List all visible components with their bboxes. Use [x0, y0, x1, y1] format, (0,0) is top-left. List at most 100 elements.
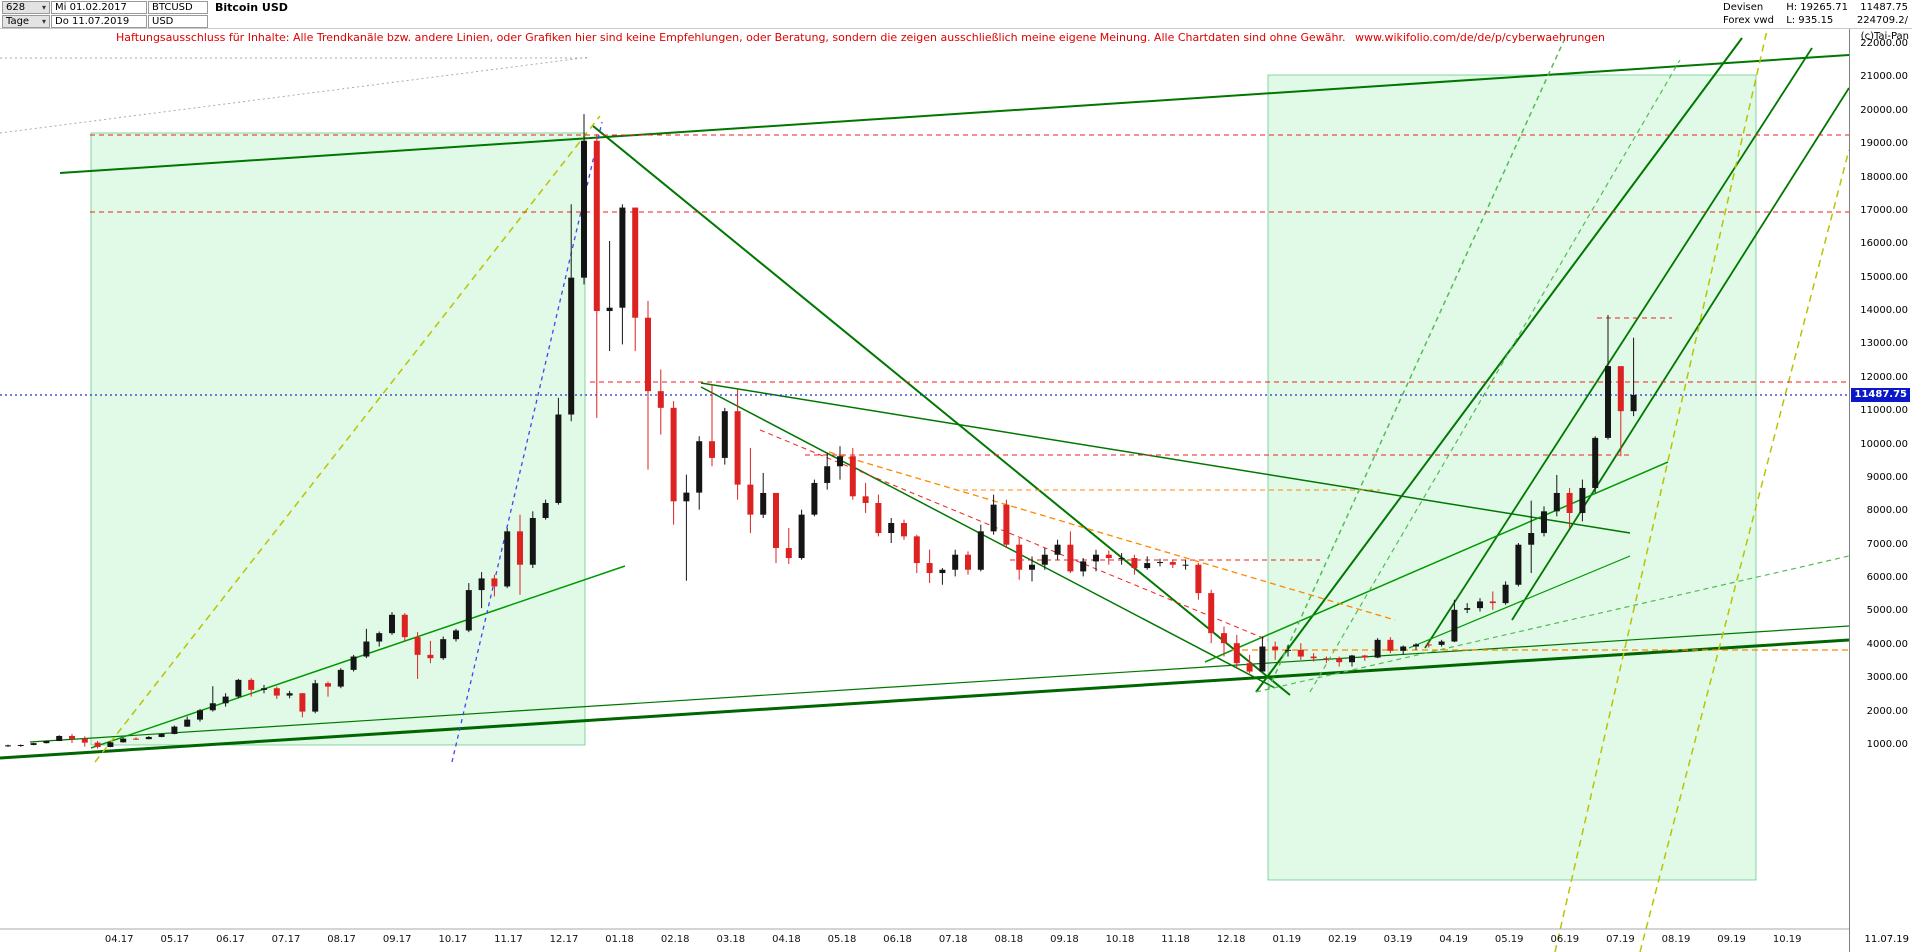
candle-body	[1310, 656, 1317, 659]
start-date-field[interactable]: Mi 01.02.2017	[51, 1, 147, 14]
candle-body	[465, 590, 472, 631]
trendline-rally2019-support	[1204, 461, 1669, 663]
y-axis-label: 9000.00	[1866, 471, 1908, 483]
candle-body	[171, 726, 178, 734]
y-axis-label: 12000.00	[1860, 371, 1908, 383]
disclaimer-body: Haftungsausschluss für Inhalte: Alle Tre…	[116, 31, 1346, 44]
candle-body	[107, 742, 114, 747]
x-axis-label: 07.18	[939, 934, 968, 945]
currency-value: USD	[152, 16, 174, 27]
candle-body	[1157, 562, 1163, 564]
trendline-peak-downtrend	[592, 125, 1291, 696]
x-axis-label: 06.17	[216, 934, 245, 945]
x-axis-label: 05.19	[1495, 934, 1524, 945]
candle-body	[337, 669, 344, 687]
candle-body	[555, 414, 562, 503]
disclaimer-text: Haftungsausschluss für Inhalte: Alle Tre…	[116, 31, 1605, 44]
candle-body	[849, 456, 856, 497]
candle-body	[645, 317, 651, 392]
bars-count-dropdown[interactable]: 628 ▾	[2, 1, 50, 14]
candle-body	[619, 207, 626, 308]
candle-body	[811, 482, 818, 515]
candle-body	[1080, 561, 1087, 572]
candle-body	[657, 391, 664, 408]
x-axis-label: 01.19	[1272, 934, 1301, 945]
candle-body	[235, 679, 242, 697]
candle-body	[1144, 563, 1151, 569]
candle-body	[1400, 646, 1407, 651]
candle-body	[1169, 562, 1176, 565]
last-price-stack: 11487.75 224709.2/	[1848, 1, 1908, 27]
candle-body	[990, 504, 997, 532]
end-date-value: Do 11.07.2019	[55, 16, 130, 27]
chart-header-bar: 628 ▾ Mi 01.02.2017 BTCUSD Bitcoin USD T…	[0, 0, 1912, 29]
y-axis-label: 5000.00	[1866, 605, 1908, 617]
x-axis-label: 01.18	[605, 934, 634, 945]
symbol-value: BTCUSD	[152, 2, 193, 13]
candlestick-series	[5, 114, 1637, 749]
candle-body	[632, 207, 639, 318]
currency-field: USD	[148, 15, 208, 28]
candle-body	[1515, 544, 1522, 585]
low-value: L: 935.15	[1786, 15, 1834, 26]
y-axis-label: 4000.00	[1866, 638, 1908, 650]
trendline-support-short	[1408, 555, 1631, 649]
x-axis-label: 09.17	[383, 934, 412, 945]
last-date-label: 11.07.19	[1864, 934, 1909, 945]
x-axis-label: 08.19	[1662, 934, 1691, 945]
candle-body	[478, 578, 485, 591]
candle-body	[363, 641, 370, 657]
candle-body	[773, 492, 779, 549]
candle-body	[1259, 646, 1266, 672]
candle-body	[798, 514, 805, 559]
candlestick-chart-canvas[interactable]: 04.17 05.17 06.17 07.17 08.17 09.17 10.17 11.17…	[0, 0, 1849, 952]
candle-body	[1438, 641, 1445, 645]
candle-body	[1105, 554, 1112, 559]
candle-body	[325, 683, 331, 687]
candle-body	[1451, 609, 1458, 642]
candle-body	[1541, 511, 1547, 534]
candle-body	[593, 140, 600, 312]
y-axis-label: 2000.00	[1866, 705, 1908, 717]
candle-body	[1387, 639, 1394, 651]
candle-body	[1093, 554, 1099, 562]
trendline-fan-blue-2017	[451, 121, 603, 763]
candle-body	[504, 531, 511, 587]
trendline-proj-light-1	[1267, 35, 1567, 691]
candle-body	[581, 140, 587, 278]
candle-body	[1566, 492, 1573, 513]
candle-body	[760, 492, 767, 515]
x-axis-label: 09.19	[1717, 934, 1746, 945]
y-axis-label: 17000.00	[1860, 204, 1908, 216]
candle-body	[1349, 655, 1355, 663]
candle-body	[184, 719, 191, 727]
x-axis-label: 02.19	[1328, 934, 1357, 945]
end-date-field[interactable]: Do 11.07.2019	[51, 15, 147, 28]
candle-body	[824, 466, 831, 483]
timeframe-dropdown[interactable]: Tage ▾	[2, 15, 50, 28]
y-axis-label: 21000.00	[1860, 71, 1908, 83]
header-spacer	[209, 15, 288, 28]
candle-body	[1003, 504, 1010, 545]
trendline-fan-yellow-2019b	[1639, 149, 1849, 952]
candle-body	[69, 735, 75, 739]
y-axis-label: 6000.00	[1866, 572, 1908, 584]
price-axis[interactable]: (c)Tai-Pan 22000.00 21000.00 20000.00 19000…	[1849, 0, 1912, 952]
y-axis-label: 13000.00	[1860, 338, 1908, 350]
trendline-downtrend-orange-2018	[828, 451, 1396, 621]
candle-body	[862, 496, 869, 503]
candle-body	[1221, 633, 1227, 644]
trendline-upper-channel	[59, 54, 1849, 174]
instrument-title: Bitcoin USD	[209, 1, 288, 14]
x-axis-label: 03.19	[1384, 934, 1413, 945]
x-axis-label: 04.17	[105, 934, 134, 945]
disclaimer-link[interactable]: www.wikifolio.com/de/de/p/cyberwaehrunge…	[1355, 31, 1606, 44]
last-price-value: 11487.75	[1860, 2, 1908, 13]
x-axis-label: 04.19	[1439, 934, 1468, 945]
trendline-rally2017-support	[90, 565, 626, 749]
symbol-field[interactable]: BTCUSD	[148, 1, 208, 14]
trendline-proj-light-3	[1255, 555, 1849, 693]
y-axis-label: 7000.00	[1866, 538, 1908, 550]
y-axis-label: 22000.00	[1860, 38, 1908, 49]
